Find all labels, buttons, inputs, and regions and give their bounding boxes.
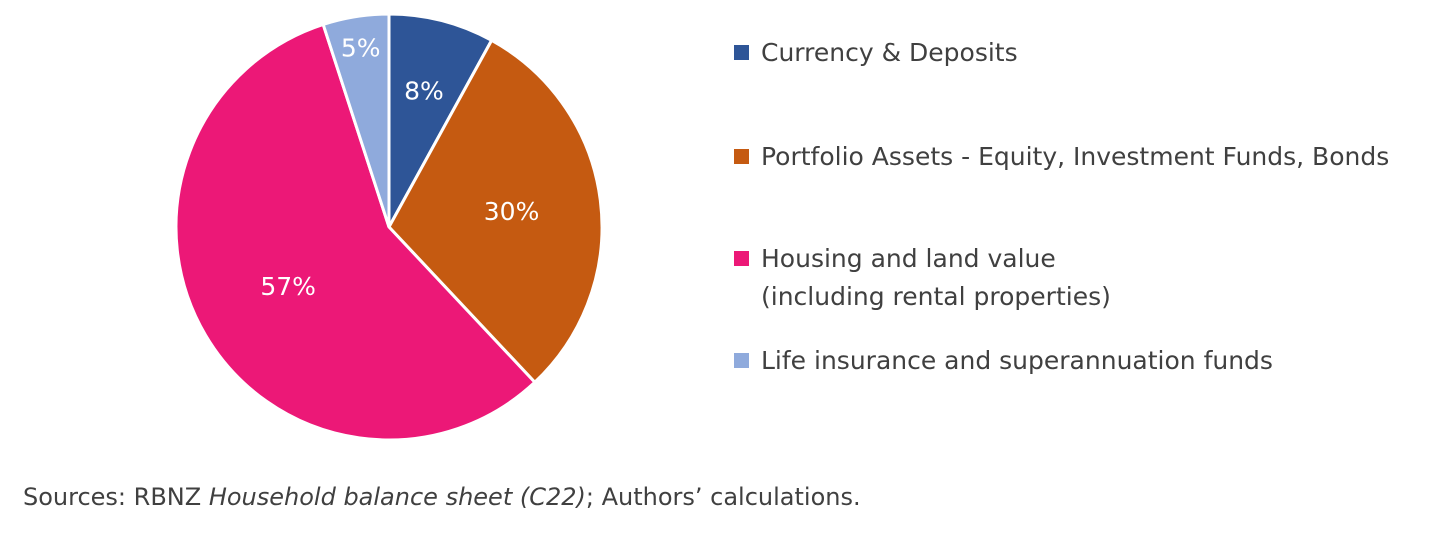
legend-label: Life insurance and superannuation funds	[761, 342, 1273, 380]
slice-housing-land	[174, 22, 537, 442]
legend-item-housing-land: Housing and land value (including rental…	[734, 240, 1111, 316]
source-note: Sources: RBNZ Household balance sheet (C…	[23, 483, 861, 511]
legend-swatch	[734, 149, 749, 164]
slice-life-insurance	[321, 12, 391, 228]
data-label: 5%	[341, 34, 381, 63]
data-label: 30%	[484, 197, 540, 226]
legend-swatch	[734, 251, 749, 266]
data-label: 8%	[404, 76, 444, 105]
legend-label: Currency & Deposits	[761, 34, 1018, 72]
legend-item-portfolio-assets: Portfolio Assets - Equity, Investment Fu…	[734, 138, 1389, 176]
legend-label: Portfolio Assets - Equity, Investment Fu…	[761, 138, 1389, 176]
slice-currency-deposits	[387, 12, 494, 228]
legend-label-line: Housing and land value	[761, 244, 1056, 273]
legend-label-line: Currency & Deposits	[761, 38, 1018, 67]
data-label: 57%	[260, 272, 316, 301]
legend-item-currency-deposits: Currency & Deposits	[734, 34, 1018, 72]
legend-label: Housing and land value (including rental…	[761, 240, 1111, 316]
slice-portfolio-assets	[387, 38, 604, 385]
legend-item-life-insurance: Life insurance and superannuation funds	[734, 342, 1273, 380]
source-title: Household balance sheet (C22)	[208, 483, 586, 511]
legend-label-line: Portfolio Assets - Equity, Investment Fu…	[761, 142, 1390, 171]
legend-label-line: (including rental properties)	[761, 282, 1111, 311]
source-prefix: Sources: RBNZ	[23, 483, 209, 511]
legend-swatch	[734, 45, 749, 60]
legend-label-line: Life insurance and superannuation funds	[761, 346, 1273, 375]
source-suffix: ; Authors’ calculations.	[585, 483, 861, 511]
legend-swatch	[734, 353, 749, 368]
